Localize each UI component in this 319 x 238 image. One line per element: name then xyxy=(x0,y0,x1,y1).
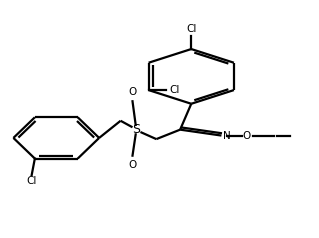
Text: O: O xyxy=(243,131,251,141)
Text: O: O xyxy=(128,160,137,170)
Text: Cl: Cl xyxy=(26,176,37,186)
Text: Cl: Cl xyxy=(169,85,180,95)
Text: N: N xyxy=(223,131,231,141)
Text: Cl: Cl xyxy=(186,24,197,34)
Text: O: O xyxy=(128,87,137,97)
Text: S: S xyxy=(132,123,140,136)
